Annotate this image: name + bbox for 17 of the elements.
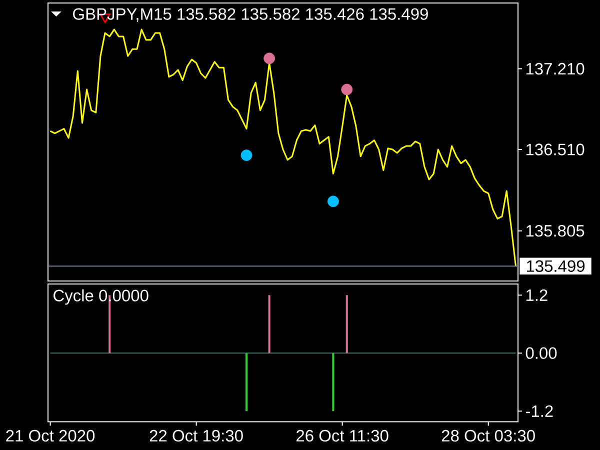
x-tick-label: 21 Oct 2020 [6,430,95,442]
y-tick-label: -1.2 [526,405,553,417]
x-tick-label: 28 Oct 03:30 [442,430,535,442]
chart-title: GBPJPY,M15 135.582 135.582 135.426 135.499 [73,8,428,22]
x-tick-label: 26 Oct 11:30 [296,430,388,442]
point [328,196,339,208]
chart-title: Cycle 0.0000 [54,289,148,305]
y-tick-label: 137.210 [526,62,584,75]
point [341,84,353,96]
y-tick-label: 135.805 [526,224,584,237]
x-tick-label: 22 Oct 19:30 [150,430,243,442]
point [264,52,276,64]
y-tick-label: 0.00 [526,347,557,359]
y-tick-label: 1.2 [526,289,548,301]
ref-line-label: 135.499 [526,260,585,272]
point [240,150,252,161]
y-tick-label: 136.510 [526,144,584,156]
